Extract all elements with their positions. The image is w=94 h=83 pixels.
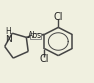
- Text: Cl: Cl: [53, 12, 63, 22]
- Text: H: H: [5, 27, 11, 36]
- FancyBboxPatch shape: [30, 33, 41, 39]
- Text: Cl: Cl: [40, 54, 49, 64]
- Text: N: N: [5, 35, 12, 43]
- Text: Abs: Abs: [28, 31, 42, 40]
